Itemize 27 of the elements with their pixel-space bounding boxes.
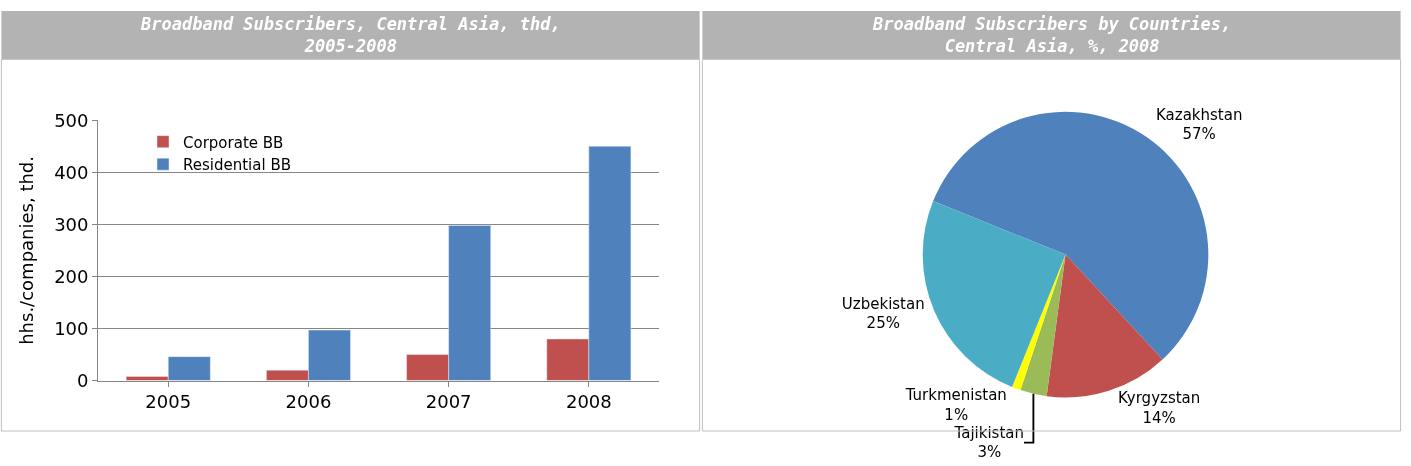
slice-label: Turkmenistan <box>904 386 1007 405</box>
y-tick-label: 500 <box>54 109 89 131</box>
y-tick-label: 200 <box>54 265 89 287</box>
data-label: 25% <box>866 314 900 333</box>
slice-label: Kyrgyzstan <box>1118 389 1201 407</box>
y-tick-label: 300 <box>54 213 89 235</box>
chart-title: Broadband Subscribers by Countries, Central Asia, %, 2008 <box>872 14 1232 57</box>
legend-label: Residential BB <box>183 156 291 175</box>
x-tick-label: 2005 <box>145 391 192 413</box>
y-axis-title: hhs./companies, thd. <box>16 155 38 345</box>
pie-slice <box>922 201 1066 387</box>
y-tick-label: 0 <box>77 369 89 391</box>
data-label: 14% <box>1142 408 1176 427</box>
data-label: 1% <box>944 405 969 424</box>
x-tick-label: 2008 <box>565 391 612 413</box>
y-tick-label: 400 <box>54 161 89 183</box>
x-tick-label: 2007 <box>425 391 472 413</box>
y-tick-label: 100 <box>54 317 89 339</box>
pie-slice <box>1012 254 1066 391</box>
data-label: 57% <box>1182 125 1216 144</box>
slice-label: Uzbekistan <box>841 294 925 313</box>
slice-label: Kazakhstan <box>1155 105 1243 124</box>
slice-label: Tajikistan <box>953 423 1025 442</box>
x-tick-label: 2006 <box>285 391 332 413</box>
data-label: 3% <box>977 443 1002 462</box>
legend-label: Corporate BB <box>183 133 284 152</box>
chart-title: Broadband Subscribers, Central Asia, thd, 2005-2008 <box>140 14 561 57</box>
